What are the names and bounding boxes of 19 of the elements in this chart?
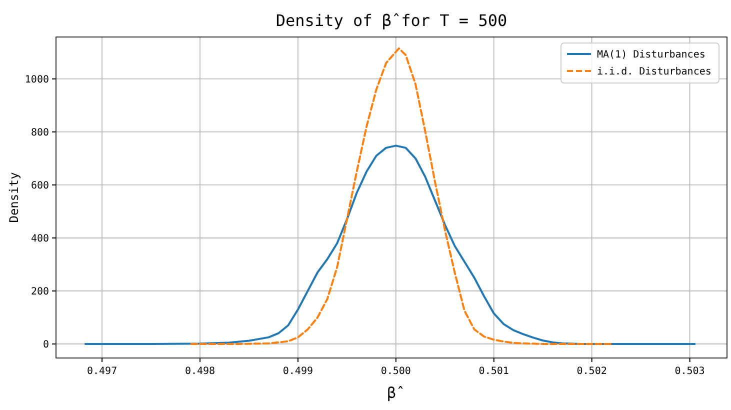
line-series <box>84 144 696 345</box>
x-tick-label: 0.497 <box>86 366 118 377</box>
x-tick-label: 0.502 <box>576 366 607 377</box>
x-axis-title: β̂ <box>386 384 404 402</box>
y-tick-label: 400 <box>30 233 49 244</box>
x-tick-label: 0.498 <box>184 366 216 377</box>
legend-label: MA(1) Disturbances <box>597 50 706 60</box>
y-tick-label: 1000 <box>24 74 49 86</box>
legend-label: i.i.d. Disturbances <box>597 66 712 78</box>
y-tick-label: 0 <box>42 339 49 350</box>
chart-title: Density of β̂ for T = 500 <box>276 11 508 30</box>
x-tick-label: 0.499 <box>282 366 314 377</box>
x-tick-label: 0.500 <box>380 366 411 377</box>
y-tick-label: 600 <box>30 180 49 192</box>
y-tick-label: 200 <box>30 286 49 298</box>
y-tick-label: 800 <box>30 127 49 138</box>
x-tick-label: 0.501 <box>478 366 509 377</box>
x-tick-label: 0.503 <box>674 366 705 377</box>
y-axis-title: Density <box>7 172 21 223</box>
